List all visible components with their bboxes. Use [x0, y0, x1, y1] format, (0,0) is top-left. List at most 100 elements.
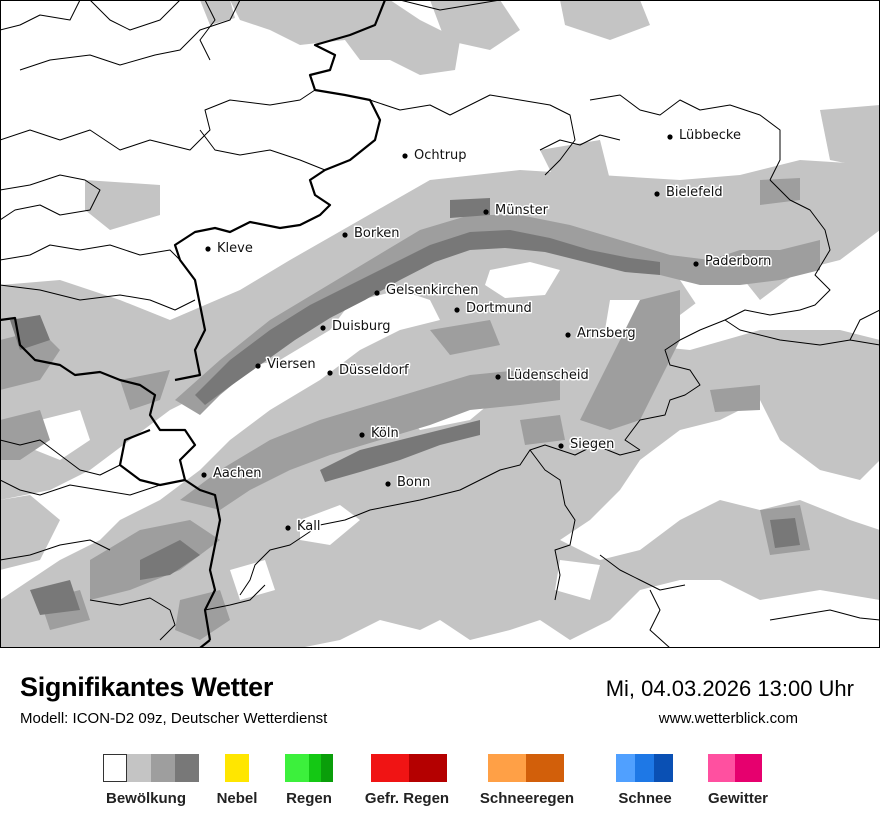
legend-swatches — [371, 754, 447, 782]
city-gelsenkirchen: Gelsenkirchen — [374, 282, 480, 300]
city-duesseldorf: Düsseldorf — [327, 362, 410, 380]
city-bonn: Bonn — [385, 474, 432, 492]
legend-label-bewoelkung: Bewölkung — [105, 790, 187, 807]
legend-swatches — [708, 754, 762, 782]
city-luedenscheid: Lüdenscheid — [495, 367, 590, 385]
city-label: Düsseldorf — [339, 363, 409, 378]
weather-map: Lübbecke Ochtrup Bielefeld Münster Borke… — [0, 0, 880, 648]
legend-swatch — [488, 754, 526, 782]
city-kleve: Kleve — [205, 240, 254, 258]
city-dot — [558, 443, 564, 449]
legend-label-schnee: Schnee — [618, 790, 672, 807]
city-duisburg: Duisburg — [320, 318, 392, 336]
legend-swatches — [225, 754, 249, 782]
city-dortmund: Dortmund — [454, 300, 533, 318]
legend-group-gewitter — [708, 754, 762, 782]
legend-label-gefr-regen: Gefr. Regen — [364, 790, 450, 807]
legend-swatch — [127, 754, 151, 782]
city-dot — [402, 153, 408, 159]
legend-swatch — [708, 754, 735, 782]
city-dot — [255, 363, 261, 369]
forecast-datetime: Mi, 04.03.2026 13:00 Uhr — [605, 676, 854, 701]
legend-swatch — [151, 754, 175, 782]
legend-group-regen — [285, 754, 333, 782]
legend-swatch — [285, 754, 309, 782]
city-dot — [201, 472, 207, 478]
city-dot — [565, 332, 571, 338]
regional-borders — [0, 0, 880, 648]
legend-swatch — [735, 754, 762, 782]
city-label: Aachen — [213, 466, 261, 481]
city-dot — [205, 246, 211, 252]
city-label: Viersen — [267, 357, 316, 372]
city-label: Kall — [297, 519, 321, 534]
legend-swatch — [409, 754, 447, 782]
city-dot — [359, 432, 365, 438]
map-title: Signifikantes Wetter — [20, 672, 274, 702]
legend-swatch — [309, 754, 321, 782]
legend-group-schneeregen — [488, 754, 564, 782]
city-dot — [495, 374, 501, 380]
city-label: Paderborn — [705, 254, 771, 269]
legend-label-nebel: Nebel — [216, 790, 258, 807]
legend: Bewölkung Nebel Regen Gefr. Regen Schnee… — [0, 754, 880, 814]
legend-swatch — [371, 754, 409, 782]
city-dot — [667, 134, 673, 140]
city-koeln: Köln — [359, 425, 400, 443]
legend-swatch — [103, 754, 127, 782]
city-paderborn: Paderborn — [693, 253, 773, 271]
city-label: Duisburg — [332, 319, 391, 334]
legend-swatches — [285, 754, 333, 782]
legend-group-gefr-regen — [371, 754, 447, 782]
city-label: Kleve — [217, 241, 253, 256]
city-siegen: Siegen — [558, 436, 616, 454]
legend-swatch — [175, 754, 199, 782]
legend-swatch — [526, 754, 564, 782]
city-aachen: Aachen — [201, 465, 263, 483]
legend-group-schnee — [616, 754, 673, 782]
city-label: Borken — [354, 226, 400, 241]
city-label: Arnsberg — [577, 326, 636, 341]
legend-swatch — [321, 754, 333, 782]
website-url: www.wetterblick.com — [658, 710, 798, 727]
city-kall: Kall — [285, 518, 322, 536]
city-label: Gelsenkirchen — [386, 283, 479, 298]
city-label: Siegen — [570, 437, 614, 452]
city-ochtrup: Ochtrup — [402, 147, 468, 165]
city-dot — [483, 209, 489, 215]
city-label: Bonn — [397, 475, 430, 490]
city-dot — [320, 325, 326, 331]
city-bielefeld: Bielefeld — [654, 184, 724, 202]
city-dot — [693, 261, 699, 267]
legend-label-regen: Regen — [286, 790, 332, 807]
legend-group-bewoelkung — [103, 754, 199, 782]
legend-swatch — [616, 754, 635, 782]
city-arnsberg: Arnsberg — [565, 325, 637, 343]
city-luebbecke: Lübbecke — [667, 127, 742, 145]
city-dot — [342, 232, 348, 238]
country-borders — [0, 0, 387, 648]
city-label: Münster — [495, 203, 549, 218]
city-dot — [654, 191, 660, 197]
legend-swatches — [488, 754, 564, 782]
legend-swatch — [635, 754, 654, 782]
legend-swatches — [103, 754, 199, 782]
city-borken: Borken — [342, 225, 401, 243]
city-label: Dortmund — [466, 301, 532, 316]
city-muenster: Münster — [483, 202, 550, 220]
city-label: Ochtrup — [414, 148, 467, 163]
legend-label-gewitter: Gewitter — [707, 790, 769, 807]
city-dot — [385, 481, 391, 487]
legend-group-nebel — [225, 754, 249, 782]
city-label: Bielefeld — [666, 185, 723, 200]
legend-swatches — [616, 754, 673, 782]
city-label: Lübbecke — [679, 128, 741, 143]
city-markers: Lübbecke Ochtrup Bielefeld Münster Borke… — [201, 127, 773, 536]
city-label: Köln — [371, 426, 399, 441]
city-dot — [327, 370, 333, 376]
legend-label-schneeregen: Schneeregen — [479, 790, 575, 807]
city-dot — [285, 525, 291, 531]
city-dot — [454, 307, 460, 313]
legend-swatch — [225, 754, 249, 782]
legend-swatch — [654, 754, 673, 782]
